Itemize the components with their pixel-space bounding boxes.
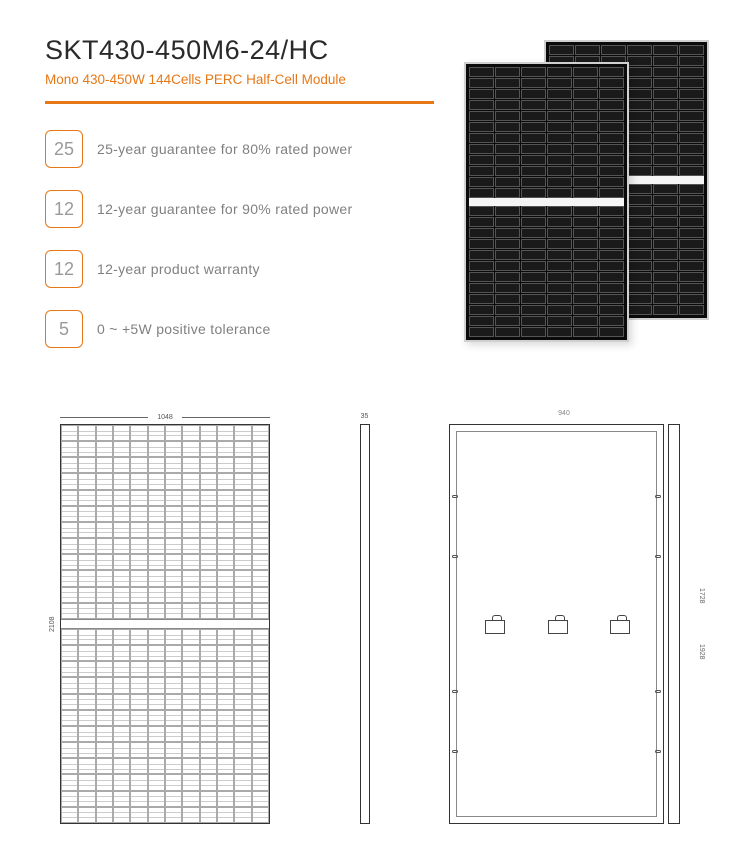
mount-hole-icon xyxy=(452,555,458,558)
diagram-back-view: 940 1728 1928 xyxy=(449,410,709,824)
mount-hole-icon xyxy=(655,690,661,693)
technical-drawings: 1048 2108 35 940 xyxy=(45,410,709,824)
dimension-inner-height: 1728 xyxy=(683,588,705,604)
top-section: SKT430-450M6-24/HC Mono 430-450W 144Cell… xyxy=(45,35,709,370)
diagram-front-view: 1048 2108 xyxy=(45,410,280,824)
dimension-width: 1048 xyxy=(60,410,270,424)
side-profile xyxy=(360,424,370,824)
feature-text: 12-year product warranty xyxy=(97,261,260,277)
dimension-height: 2108 xyxy=(45,424,60,824)
header-and-features: SKT430-450M6-24/HC Mono 430-450W 144Cell… xyxy=(45,35,434,370)
feature-text: 0 ~ +5W positive tolerance xyxy=(97,321,271,337)
junction-box-icon xyxy=(485,620,505,634)
product-title: SKT430-450M6-24/HC xyxy=(45,35,434,66)
feature-text: 12-year guarantee for 90% rated power xyxy=(97,201,352,217)
mount-hole-icon xyxy=(452,750,458,753)
junction-box-icon xyxy=(610,620,630,634)
dimension-back-width: 940 xyxy=(449,410,679,424)
back-dimensions-right: 1728 1928 xyxy=(680,424,705,824)
feature-item: 12 12-year product warranty xyxy=(45,250,434,288)
accent-divider xyxy=(45,101,434,104)
back-panel-outline xyxy=(449,424,664,824)
dimension-height-value: 2108 xyxy=(49,616,56,632)
mount-hole-icon xyxy=(655,495,661,498)
feature-text: 25-year guarantee for 80% rated power xyxy=(97,141,352,157)
back-frame-profile xyxy=(668,424,680,824)
feature-badge: 12 xyxy=(45,190,83,228)
dimension-depth: 35 xyxy=(350,410,380,424)
dimension-outer-height: 1928 xyxy=(683,644,705,660)
feature-item: 5 0 ~ +5W positive tolerance xyxy=(45,310,434,348)
product-photo xyxy=(464,40,709,345)
feature-badge: 5 xyxy=(45,310,83,348)
feature-badge: 12 xyxy=(45,250,83,288)
dimension-width-value: 1048 xyxy=(157,414,173,421)
diagram-side-view: 35 xyxy=(350,410,380,824)
mount-hole-icon xyxy=(655,750,661,753)
solar-panel-front xyxy=(464,62,629,342)
mount-hole-icon xyxy=(452,495,458,498)
feature-list: 25 25-year guarantee for 80% rated power… xyxy=(45,130,434,348)
front-panel-outline xyxy=(60,424,270,824)
junction-box-icon xyxy=(548,620,568,634)
product-subtitle: Mono 430-450W 144Cells PERC Half-Cell Mo… xyxy=(45,72,434,87)
feature-item: 12 12-year guarantee for 90% rated power xyxy=(45,190,434,228)
feature-item: 25 25-year guarantee for 80% rated power xyxy=(45,130,434,168)
mount-hole-icon xyxy=(655,555,661,558)
mount-hole-icon xyxy=(452,690,458,693)
feature-badge: 25 xyxy=(45,130,83,168)
